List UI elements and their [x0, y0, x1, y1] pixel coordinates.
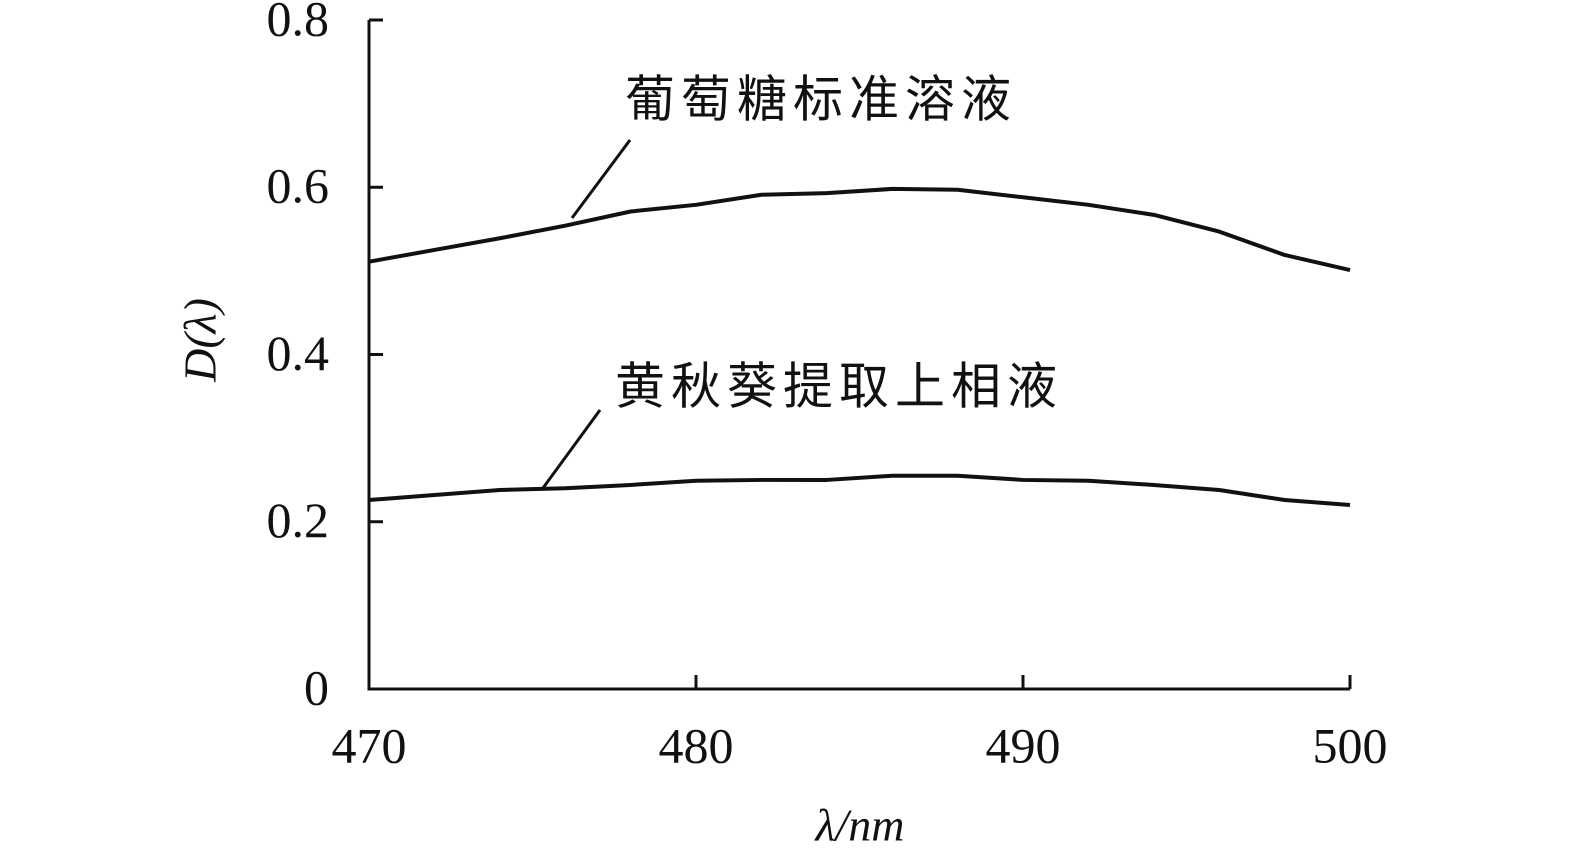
y-tick-label: 0.6 — [267, 158, 330, 214]
y-tick-label: 0.2 — [267, 492, 330, 548]
y-tick-label: 0 — [304, 659, 329, 715]
x-tick-label: 480 — [659, 717, 734, 773]
y-axis-label: D(λ) — [175, 298, 226, 383]
y-tick-label: 0.8 — [267, 0, 330, 46]
x-tick-label: 500 — [1313, 717, 1388, 773]
series-annotation: 黄秋葵提取上相液 — [615, 358, 1063, 414]
x-axis-label: λ/nm — [814, 800, 905, 851]
data-line — [368, 473, 1351, 508]
leader-line — [570, 139, 632, 219]
series-annotation: 葡萄糖标准溶液 — [625, 71, 1017, 127]
x-tick-label: 490 — [986, 717, 1061, 773]
data-line — [368, 186, 1351, 272]
y-tick-label: 0.4 — [267, 325, 330, 381]
x-tick-label: 470 — [332, 717, 407, 773]
leader-line — [541, 409, 602, 489]
